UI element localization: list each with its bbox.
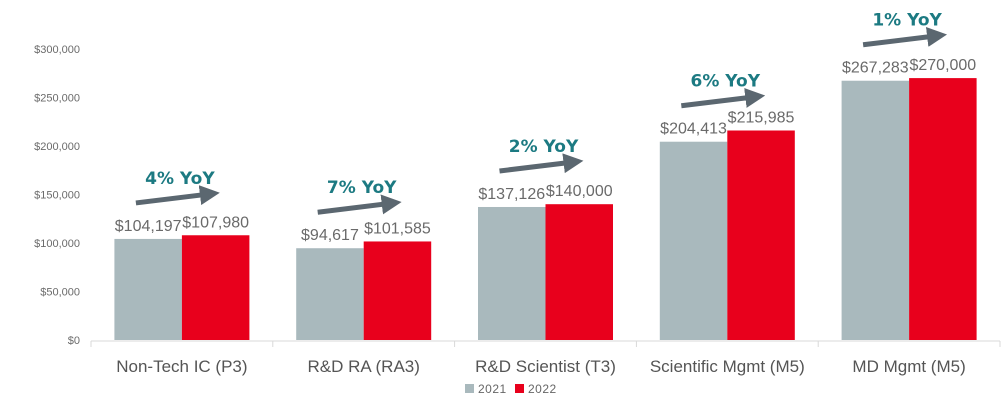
yoy-annotation: 1% YoY — [872, 11, 942, 31]
y-tick-label: $0 — [68, 335, 80, 347]
bar-2021 — [296, 248, 364, 340]
yoy-annotation: 7% YoY — [327, 178, 397, 198]
bar-2021 — [478, 206, 546, 340]
data-label: $107,980 — [182, 214, 249, 231]
x-tick-label: MD Mgmt (M5) — [852, 357, 965, 376]
data-label: $101,585 — [364, 220, 431, 237]
legend: 2021 2022 — [465, 382, 557, 396]
x-tick-label: Non-Tech IC (P3) — [116, 357, 247, 376]
data-label: $204,413 — [660, 121, 727, 138]
arrow-right-icon — [317, 194, 402, 215]
data-label: $270,000 — [909, 57, 976, 74]
bar-2021 — [659, 141, 728, 340]
bar-2022 — [727, 130, 795, 340]
data-label: $140,000 — [546, 183, 613, 200]
bar-2022 — [363, 241, 432, 340]
y-tick-label: $100,000 — [34, 238, 80, 250]
x-tick-label: R&D RA (RA3) — [307, 357, 419, 376]
legend-swatch-2022 — [515, 384, 524, 393]
arrow-right-icon — [499, 153, 584, 174]
legend-label: 2021 — [478, 382, 507, 396]
y-tick-label: $150,000 — [34, 190, 80, 202]
bar-2022 — [181, 235, 250, 340]
y-axis: $0 $50,000 $100,000 $150,000 $200,000 $250,00… — [34, 44, 80, 347]
bar-2022 — [545, 204, 613, 340]
arrow-right-icon — [862, 27, 948, 48]
legend-swatch-2021 — [465, 384, 474, 393]
bar-2022 — [909, 78, 977, 340]
data-label: $104,197 — [115, 218, 182, 235]
data-labels: $104,197 $107,980$94,617 $101,585$137,126 $… — [115, 57, 977, 244]
yoy-annotation: 6% YoY — [691, 72, 761, 92]
yoy-annotation: 2% YoY — [509, 137, 579, 157]
data-label: $267,283 — [842, 60, 909, 77]
x-tick-label: R&D Scientist (T3) — [475, 357, 616, 376]
x-tick-label: Scientific Mgmt (M5) — [650, 357, 805, 376]
legend-label: 2022 — [528, 382, 557, 396]
y-tick-label: $300,000 — [34, 44, 80, 56]
y-tick-label: $250,000 — [34, 93, 80, 105]
y-tick-label: $200,000 — [34, 141, 80, 153]
data-label: $215,985 — [728, 109, 795, 126]
yoy-annotation: 4% YoY — [145, 169, 215, 189]
bar-2021 — [114, 238, 182, 340]
bars — [114, 78, 977, 341]
arrow-right-icon — [680, 87, 766, 109]
arrow-right-icon — [135, 185, 220, 206]
yoy-annotations: 4% YoY 7% YoY 2% YoY 6% YoY 1% YoY — [135, 11, 948, 215]
bar-2021 — [841, 80, 910, 341]
x-axis: Non-Tech IC (P3) R&D RA (RA3) R&D Scientis… — [90, 340, 1001, 376]
data-label: $137,126 — [478, 186, 545, 203]
data-label: $94,617 — [301, 227, 359, 244]
y-tick-label: $50,000 — [40, 287, 80, 299]
